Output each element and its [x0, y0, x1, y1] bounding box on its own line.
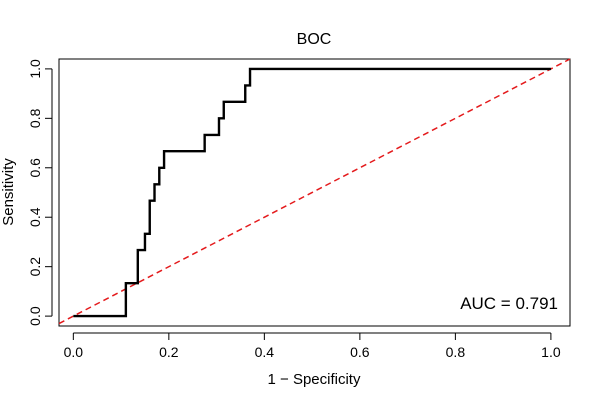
x-tick-label: 0.0 — [64, 344, 84, 360]
chance-line — [58, 58, 571, 325]
x-tick-label: 0.4 — [255, 344, 275, 360]
chart-title: BOC — [297, 31, 332, 48]
y-tick-label: 0.8 — [27, 108, 43, 128]
x-axis-label: 1 − Specificity — [268, 371, 361, 388]
x-tick-label: 1.0 — [541, 344, 561, 360]
y-tick-label: 1.0 — [27, 59, 43, 79]
x-tick-label: 0.8 — [446, 344, 466, 360]
series-layer — [58, 58, 571, 325]
y-tick-label: 0.2 — [27, 257, 43, 277]
auc-annotation: AUC = 0.791 — [460, 294, 558, 313]
y-axis-label: Sensitivity — [0, 158, 17, 226]
plot-frame — [58, 58, 571, 327]
x-tick-label: 0.6 — [350, 344, 370, 360]
x-tick-label: 0.2 — [159, 344, 179, 360]
y-tick-label: 0.0 — [27, 306, 43, 326]
roc-curve — [73, 67, 551, 318]
y-tick-label: 0.6 — [27, 158, 43, 178]
axes-layer: 0.0 0.2 0.4 0.6 0.8 1.0 0.0 0.2 0.4 0.6 0.8 1.0 — [27, 59, 561, 360]
y-tick-label: 0.4 — [27, 207, 43, 227]
